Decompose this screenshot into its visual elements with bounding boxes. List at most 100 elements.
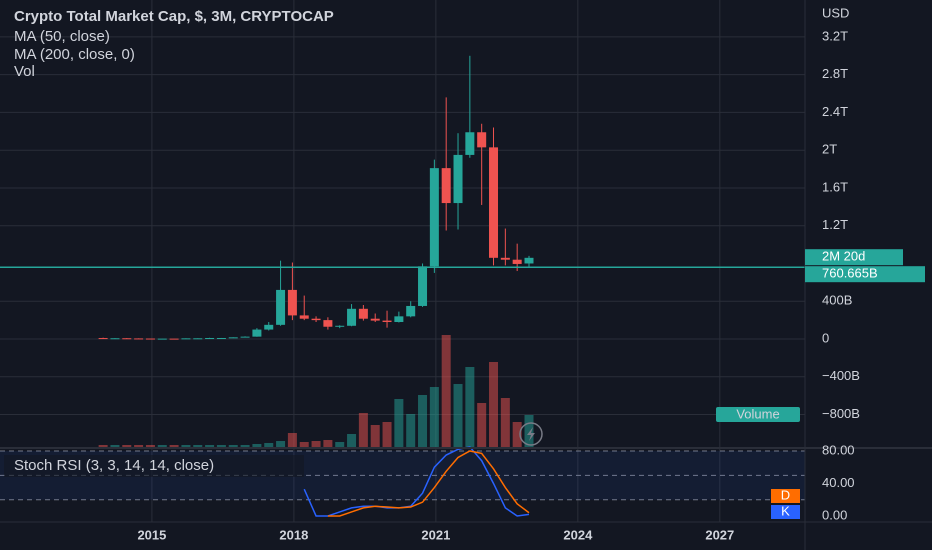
volume-bar — [441, 335, 451, 447]
alert-bolt — [527, 427, 535, 441]
y-tick-label: −400B — [822, 368, 860, 383]
candle-body — [299, 315, 309, 319]
candle-body — [169, 338, 179, 340]
volume-bar — [98, 445, 108, 447]
volume-bar — [323, 440, 333, 447]
volume-bar — [465, 367, 475, 447]
candle-body — [276, 289, 286, 325]
volume-bar — [181, 445, 191, 447]
x-tick-label: 2021 — [421, 527, 450, 542]
y-tick-label: 2.8T — [822, 66, 848, 81]
volume-bar — [358, 413, 368, 447]
volume-bar — [477, 403, 487, 447]
stoch-title: Stoch RSI (3, 3, 14, 14, close) — [14, 457, 214, 474]
volume-bar — [500, 398, 510, 447]
candle-body — [205, 338, 215, 340]
y-tick-label: 2T — [822, 142, 837, 157]
candle-body — [216, 338, 226, 340]
candle-body — [500, 257, 510, 260]
countdown-label: 2M 20d — [822, 249, 865, 264]
candle-body — [465, 132, 475, 155]
stoch-tag-label: D — [781, 487, 790, 502]
candle-body — [98, 338, 108, 340]
candle-body — [157, 338, 167, 340]
volume-bar — [287, 433, 297, 447]
candle-body — [252, 329, 262, 337]
candle-body — [370, 318, 380, 321]
y-tick-label: 0 — [822, 330, 829, 345]
volume-bar — [335, 442, 345, 447]
volume-tag — [716, 407, 800, 422]
volume-bar — [512, 422, 522, 447]
candle-body — [323, 320, 333, 327]
volume-bar — [169, 445, 179, 447]
x-tick-label: 2027 — [705, 527, 734, 542]
candle-body — [110, 338, 120, 340]
candle-body — [145, 338, 155, 340]
labels: 2015 2018 2021 2024 2027 −800B −400B 0 400B 1.2T 1… — [137, 28, 925, 542]
volume-bar — [157, 445, 167, 447]
price-label: 760.665B — [822, 266, 878, 281]
candle-body — [418, 266, 428, 306]
candle-body — [193, 338, 203, 340]
chart-title: Crypto Total Market Cap, $, 3M, CRYPTOCA… — [14, 8, 334, 25]
stoch-tick-label: 0.00 — [822, 507, 847, 522]
volume-bar — [216, 445, 226, 447]
volume-bar — [134, 445, 144, 447]
volume-bar — [299, 442, 309, 447]
volume-bar — [205, 445, 215, 447]
stoch-title-bg — [4, 455, 304, 477]
alert-icon[interactable] — [519, 422, 543, 446]
candle-body — [358, 308, 368, 319]
volume-bar — [453, 384, 463, 447]
candle-body — [335, 325, 345, 327]
y-tick-label: 2.4T — [822, 104, 848, 119]
stoch-line — [303, 446, 530, 517]
candle-body — [228, 337, 238, 339]
volume-bar — [264, 443, 274, 447]
candle-body — [477, 132, 487, 148]
volume-bar — [406, 414, 416, 447]
stoch-tag-label: K — [781, 503, 790, 518]
countdown-tag — [805, 249, 903, 266]
stoch-tick-label: 80.00 — [822, 442, 855, 457]
candle-body — [240, 336, 250, 338]
candle-body — [287, 289, 297, 316]
candle-body — [524, 257, 534, 264]
currency-label: USD — [822, 5, 849, 20]
candle-body — [512, 259, 522, 264]
volume-bar — [311, 441, 321, 447]
volume-label: Volume — [736, 406, 779, 421]
marks — [0, 55, 805, 517]
volume-bar — [394, 399, 404, 447]
volume-bar — [145, 445, 155, 447]
stoch-line — [327, 450, 530, 517]
y-tick-label: 400B — [822, 293, 852, 308]
candle-body — [382, 320, 392, 323]
volume-bar — [429, 387, 439, 447]
candle-body — [181, 338, 191, 340]
candle-body — [406, 305, 416, 317]
candle-body — [489, 147, 499, 258]
stoch-tag — [771, 505, 800, 519]
volume-bar — [347, 434, 357, 447]
candle-body — [347, 308, 357, 326]
candle-body — [134, 338, 144, 340]
candle-body — [429, 168, 439, 267]
y-tick-label: −800B — [822, 406, 860, 421]
volume-bar — [110, 445, 120, 447]
volume-bar — [418, 395, 428, 447]
candle-body — [453, 154, 463, 204]
volume-bar — [122, 445, 132, 447]
volume-bar — [252, 444, 262, 447]
candle-body — [311, 318, 321, 321]
volume-bar — [370, 425, 380, 447]
volume-bar — [193, 445, 203, 447]
indicator-label: MA (50, close) — [14, 28, 110, 45]
x-tick-label: 2018 — [279, 527, 308, 542]
stoch-tag — [771, 489, 800, 503]
y-tick-label: 1.6T — [822, 179, 848, 194]
candle-body — [394, 316, 404, 323]
candle-body — [441, 168, 451, 204]
